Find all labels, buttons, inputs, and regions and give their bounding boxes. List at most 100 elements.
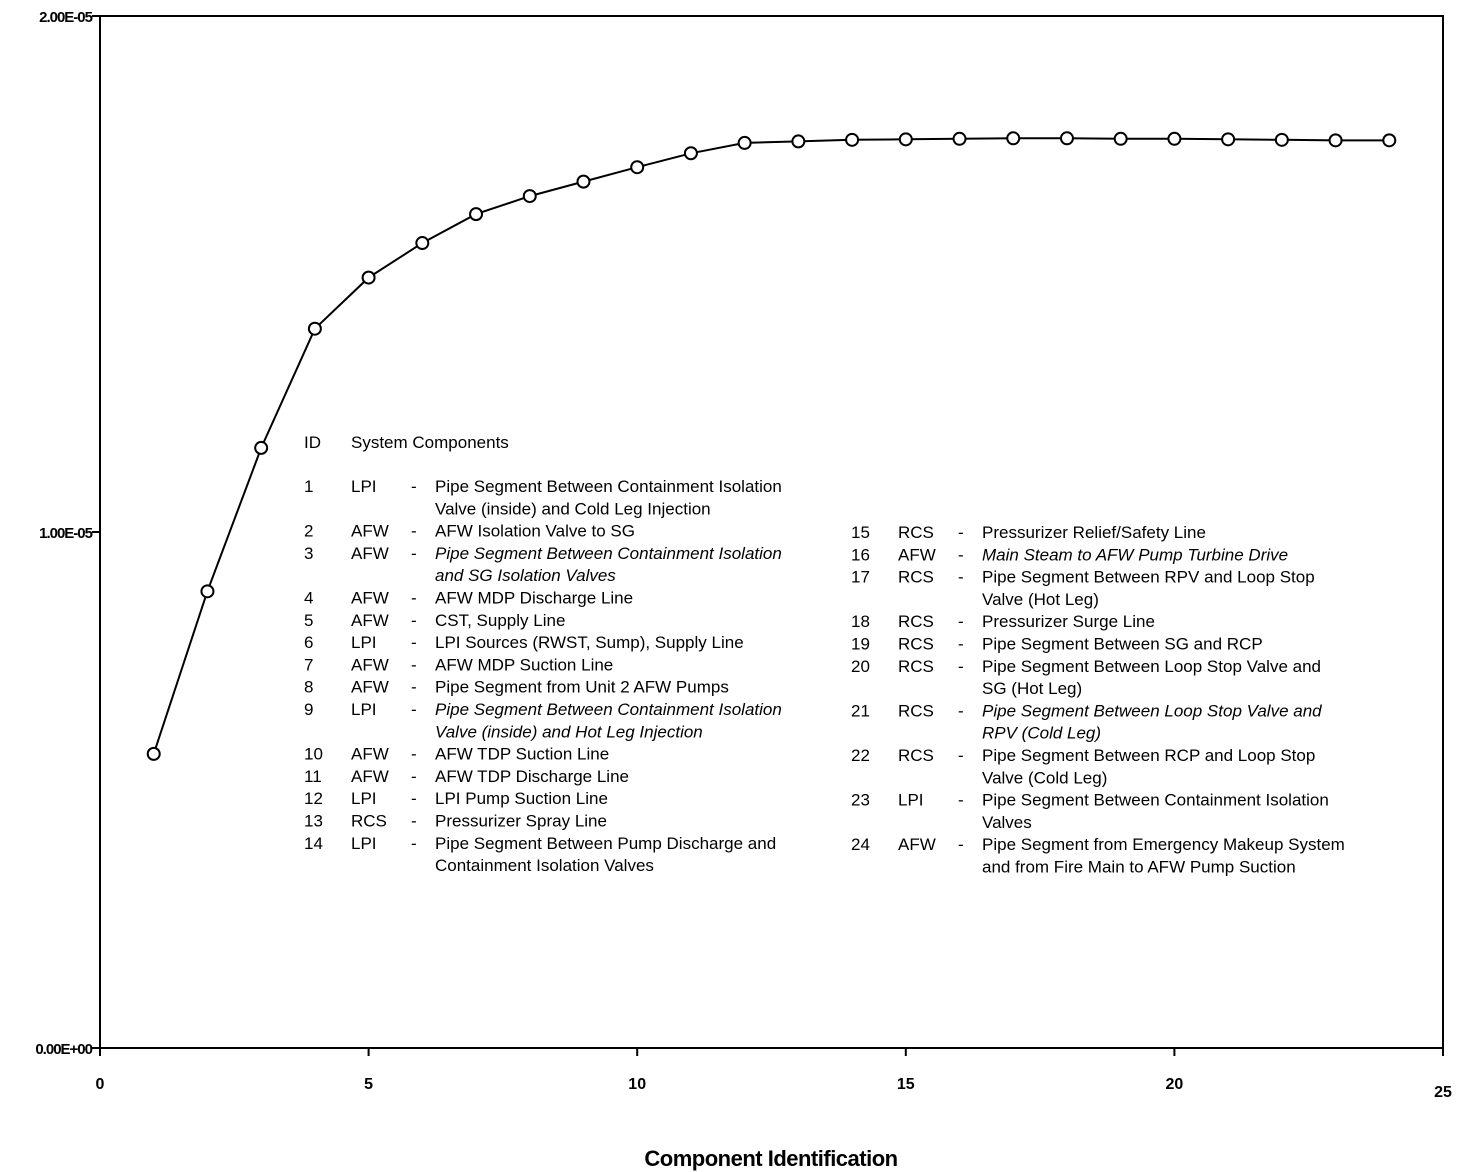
legend-dash: - — [411, 812, 417, 831]
data-point — [146, 746, 161, 761]
legend-id: 16 — [851, 545, 870, 564]
legend-id: 21 — [851, 701, 870, 720]
legend-description: RPV (Cold Leg) — [982, 724, 1101, 743]
legend-description: Pipe Segment Between Containment Isolati… — [435, 700, 782, 719]
legend-id: 23 — [851, 791, 870, 810]
legend-dash: - — [411, 477, 417, 496]
legend-dash: - — [958, 701, 964, 720]
legend-description: AFW Isolation Valve to SG — [435, 522, 635, 541]
legend-description: AFW MDP Suction Line — [435, 655, 613, 674]
plot-frame — [99, 15, 1444, 1049]
data-point — [1167, 131, 1182, 146]
legend-header-id: ID — [304, 433, 321, 452]
legend-id: 3 — [304, 544, 313, 563]
legend-system: LPI — [351, 700, 377, 719]
legend-description: and SG Isolation Valves — [435, 566, 616, 585]
legend-dash: - — [958, 545, 964, 564]
data-point — [845, 132, 860, 147]
legend-description: Pipe Segment Between Pump Discharge and — [435, 834, 776, 853]
legend-system: AFW — [351, 611, 389, 630]
legend-dash: - — [411, 745, 417, 764]
legend-dash: - — [411, 700, 417, 719]
legend-dash: - — [411, 655, 417, 674]
legend-id: 14 — [304, 834, 323, 853]
y-tick-label: 1.00E-05 — [39, 525, 93, 542]
legend-description: Valve (Hot Leg) — [982, 590, 1099, 609]
legend-id: 9 — [304, 700, 313, 719]
legend-system: RCS — [351, 812, 387, 831]
data-point — [791, 134, 806, 149]
legend-dash: - — [411, 789, 417, 808]
legend-description: Pipe Segment Between Containment Isolati… — [435, 477, 782, 496]
legend-system: RCS — [898, 635, 934, 654]
legend-system: AFW — [351, 767, 389, 786]
legend-description: and from Fire Main to AFW Pump Suction — [982, 858, 1296, 877]
legend-system: RCS — [898, 568, 934, 587]
legend-system: LPI — [898, 791, 924, 810]
legend-system: RCS — [898, 746, 934, 765]
data-point — [683, 146, 698, 161]
x-tick-label: 5 — [364, 1076, 373, 1093]
data-point — [1328, 133, 1343, 148]
data-point — [469, 207, 484, 222]
legend-dash: - — [958, 612, 964, 631]
legend-system: LPI — [351, 789, 377, 808]
legend-description: Pipe Segment Between Containment Isolati… — [435, 544, 782, 563]
legend-id: 5 — [304, 611, 313, 630]
legend-dash: - — [411, 522, 417, 541]
legend-id: 10 — [304, 745, 323, 764]
legend-system: AFW — [351, 655, 389, 674]
legend-dash: - — [958, 746, 964, 765]
legend-dash: - — [411, 834, 417, 853]
legend-id: 8 — [304, 678, 313, 697]
legend-description: Pressurizer Relief/Safety Line — [982, 523, 1206, 542]
data-point — [254, 440, 269, 455]
x-tick-label: 15 — [897, 1076, 915, 1093]
legend-dash: - — [411, 633, 417, 652]
legend-header-components: System Components — [351, 433, 509, 452]
y-tick-label: 2.00E-05 — [39, 9, 93, 26]
legend-description: Valve (inside) and Hot Leg Injection — [435, 722, 703, 741]
legend-dash: - — [958, 835, 964, 854]
legend-id: 7 — [304, 655, 313, 674]
y-axis: 0.00E+00 1.00E-05 2.00E-05 — [35, 9, 100, 1058]
legend-system: LPI — [351, 633, 377, 652]
legend-system: AFW — [351, 544, 389, 563]
legend-id: 17 — [851, 568, 870, 587]
legend-system: RCS — [898, 612, 934, 631]
legend-description: Pressurizer Surge Line — [982, 612, 1155, 631]
legend-id: 20 — [851, 657, 870, 676]
legend-system: AFW — [351, 678, 389, 697]
legend-dash: - — [411, 767, 417, 786]
legend-id: 18 — [851, 612, 870, 631]
legend-description: Pipe Segment from Emergency Makeup Syste… — [982, 835, 1345, 854]
x-axis: 0 5 10 15 20 25 — [96, 1048, 1452, 1101]
legend-system: LPI — [351, 834, 377, 853]
legend-system: AFW — [351, 522, 389, 541]
legend-dash: - — [958, 523, 964, 542]
legend-id: 13 — [304, 812, 323, 831]
data-point — [1382, 133, 1397, 148]
legend-id: 12 — [304, 789, 323, 808]
legend-description: Main Steam to AFW Pump Turbine Drive — [982, 545, 1288, 564]
legend-system: RCS — [898, 523, 934, 542]
legend-id: 4 — [304, 589, 313, 608]
x-tick-label: 25 — [1434, 1084, 1452, 1101]
data-point — [415, 236, 430, 251]
data-point — [361, 270, 376, 285]
legend-description: LPI Pump Suction Line — [435, 789, 608, 808]
legend-system: RCS — [898, 701, 934, 720]
data-point — [1113, 131, 1128, 146]
data-point — [200, 584, 215, 599]
data-point — [1059, 131, 1074, 146]
legend-id: 2 — [304, 522, 313, 541]
data-point — [522, 189, 537, 204]
legend-id: 15 — [851, 523, 870, 542]
legend-system: AFW — [898, 835, 936, 854]
legend-system: AFW — [351, 745, 389, 764]
series-layer — [146, 131, 1397, 761]
legend-dash: - — [411, 589, 417, 608]
x-tick-label: 20 — [1166, 1076, 1184, 1093]
y-tick-label: 0.00E+00 — [35, 1041, 92, 1058]
